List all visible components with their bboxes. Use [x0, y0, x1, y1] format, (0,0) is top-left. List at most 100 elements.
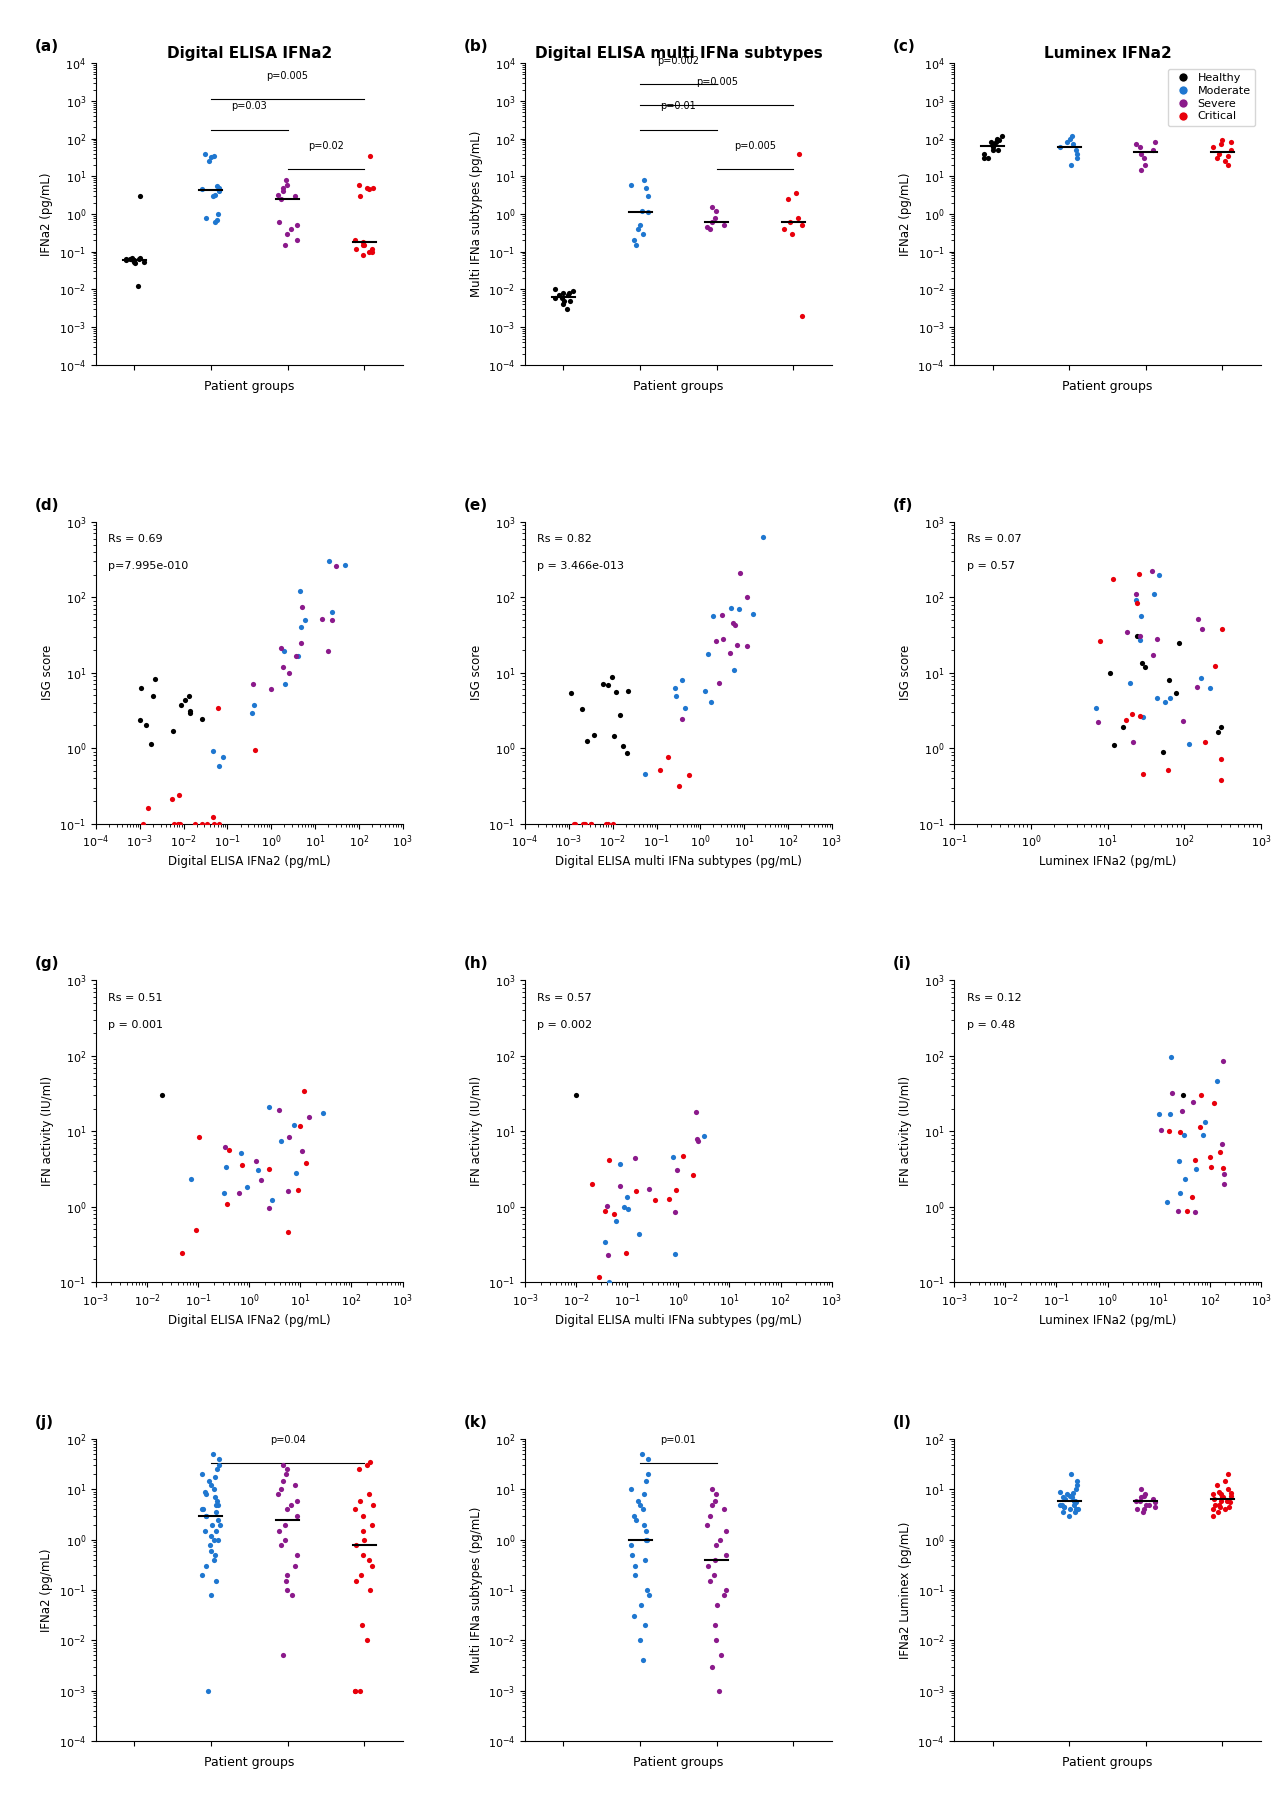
Point: [672, 666, 692, 695]
Point: [559, 287, 580, 316]
Point: [192, 1496, 212, 1524]
Point: [360, 1479, 380, 1508]
Point: [701, 207, 722, 236]
Point: [1130, 155, 1151, 184]
Point: [639, 1580, 659, 1609]
Point: [131, 673, 151, 702]
Point: [346, 235, 366, 263]
Point: [1055, 1492, 1075, 1521]
Point: [1103, 731, 1124, 759]
Point: [355, 1524, 375, 1553]
Point: [974, 139, 995, 168]
Point: [346, 1530, 366, 1559]
Point: [274, 1524, 294, 1553]
Point: [1088, 707, 1108, 736]
Point: [1126, 1486, 1147, 1515]
Point: [974, 144, 995, 173]
Text: Rs = 0.57: Rs = 0.57: [538, 992, 593, 1003]
Point: [1161, 1043, 1181, 1072]
Point: [1155, 687, 1175, 716]
Point: [589, 1263, 609, 1292]
Point: [1134, 1479, 1155, 1508]
Point: [271, 184, 292, 213]
Point: [571, 695, 591, 723]
Point: [1194, 727, 1215, 756]
Point: [1103, 565, 1124, 594]
Point: [349, 1676, 370, 1705]
Point: [636, 1467, 657, 1496]
Point: [287, 1501, 307, 1530]
Point: [1215, 1496, 1235, 1524]
Point: [197, 1676, 218, 1705]
Point: [645, 1185, 666, 1214]
Point: [710, 1642, 731, 1671]
Point: [142, 682, 163, 711]
Point: [978, 144, 998, 173]
Point: [1192, 615, 1212, 644]
Point: [639, 1174, 659, 1203]
Point: [1133, 1497, 1153, 1526]
Point: [195, 1517, 215, 1546]
Point: [559, 278, 580, 307]
X-axis label: Patient groups: Patient groups: [204, 1755, 294, 1770]
Point: [131, 182, 151, 211]
Text: p=0.005: p=0.005: [696, 78, 737, 87]
Text: p=0.005: p=0.005: [733, 141, 776, 152]
Point: [251, 1165, 271, 1194]
Point: [1062, 1479, 1083, 1508]
Point: [353, 231, 374, 260]
Point: [192, 810, 212, 839]
Point: [704, 1560, 724, 1589]
Point: [275, 669, 296, 698]
Text: (g): (g): [35, 956, 59, 971]
Point: [625, 1144, 645, 1173]
Point: [271, 1128, 292, 1156]
Point: [278, 1560, 298, 1589]
Point: [1060, 1481, 1080, 1510]
Point: [630, 1625, 650, 1654]
Point: [353, 1517, 374, 1546]
Point: [786, 179, 806, 207]
Title: Digital ELISA IFNa2: Digital ELISA IFNa2: [166, 45, 332, 61]
Point: [344, 226, 365, 254]
Point: [323, 597, 343, 626]
Point: [349, 1456, 370, 1485]
Text: (f): (f): [893, 498, 914, 512]
Point: [215, 1133, 236, 1162]
Point: [202, 1440, 223, 1468]
Point: [634, 166, 654, 195]
Point: [279, 1122, 300, 1151]
Point: [204, 810, 224, 839]
Point: [1172, 1081, 1193, 1109]
Point: [209, 752, 229, 781]
Point: [716, 1575, 736, 1604]
Point: [204, 1546, 224, 1575]
Point: [637, 1445, 658, 1474]
Point: [125, 249, 146, 278]
Point: [637, 198, 658, 227]
Point: [1207, 144, 1228, 173]
Point: [1134, 144, 1155, 173]
Point: [1050, 132, 1070, 161]
Point: [1129, 621, 1149, 649]
Point: [1085, 695, 1106, 723]
Point: [986, 128, 1006, 157]
Point: [351, 1560, 371, 1589]
Point: [1204, 1485, 1225, 1514]
Point: [275, 1510, 296, 1539]
Point: [1060, 1496, 1080, 1524]
Point: [1212, 1129, 1233, 1158]
Point: [209, 1445, 229, 1474]
Point: [1056, 128, 1076, 157]
Point: [1211, 1486, 1231, 1515]
Point: [209, 177, 229, 206]
Point: [174, 686, 195, 714]
Point: [268, 180, 288, 209]
X-axis label: Digital ELISA multi IFNa subtypes (pg/mL): Digital ELISA multi IFNa subtypes (pg/mL…: [556, 855, 801, 868]
Point: [622, 1541, 643, 1569]
Point: [1210, 1492, 1230, 1521]
Point: [230, 1138, 251, 1167]
Point: [1133, 704, 1153, 732]
Point: [1126, 579, 1147, 608]
Point: [1112, 713, 1133, 741]
